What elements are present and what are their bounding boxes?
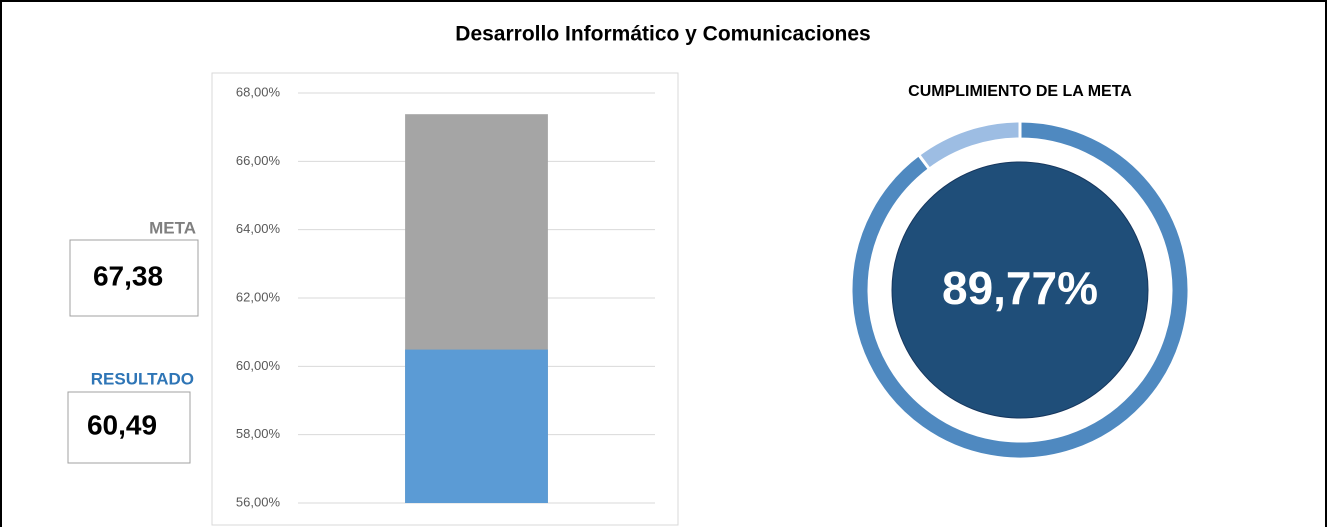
kpi-value: 60,49 [87, 409, 157, 440]
kpi-box [67, 391, 191, 464]
y-tick-label: 62,00% [236, 289, 281, 304]
kpi-label: RESULTADO [91, 369, 194, 388]
kpi-box [69, 239, 199, 317]
y-tick-label: 58,00% [236, 426, 281, 441]
center-label: 89,77% [942, 262, 1098, 314]
doughnut-segment [916, 119, 1022, 172]
kpi-label: META [149, 218, 196, 237]
y-tick-label: 60,00% [236, 358, 281, 373]
y-tick-label: 68,00% [236, 84, 281, 99]
kpi-value: 67,38 [93, 260, 163, 291]
y-tick-label: 56,00% [236, 494, 281, 509]
y-tick-label: 64,00% [236, 221, 281, 236]
doughnut-center [891, 161, 1149, 419]
dashboard-title: Desarrollo Informático y Comunicaciones [455, 23, 870, 46]
chart-title: CUMPLIMIENTO DE LA META [908, 83, 1132, 100]
bar [405, 349, 548, 503]
y-tick-label: 66,00% [236, 153, 281, 168]
